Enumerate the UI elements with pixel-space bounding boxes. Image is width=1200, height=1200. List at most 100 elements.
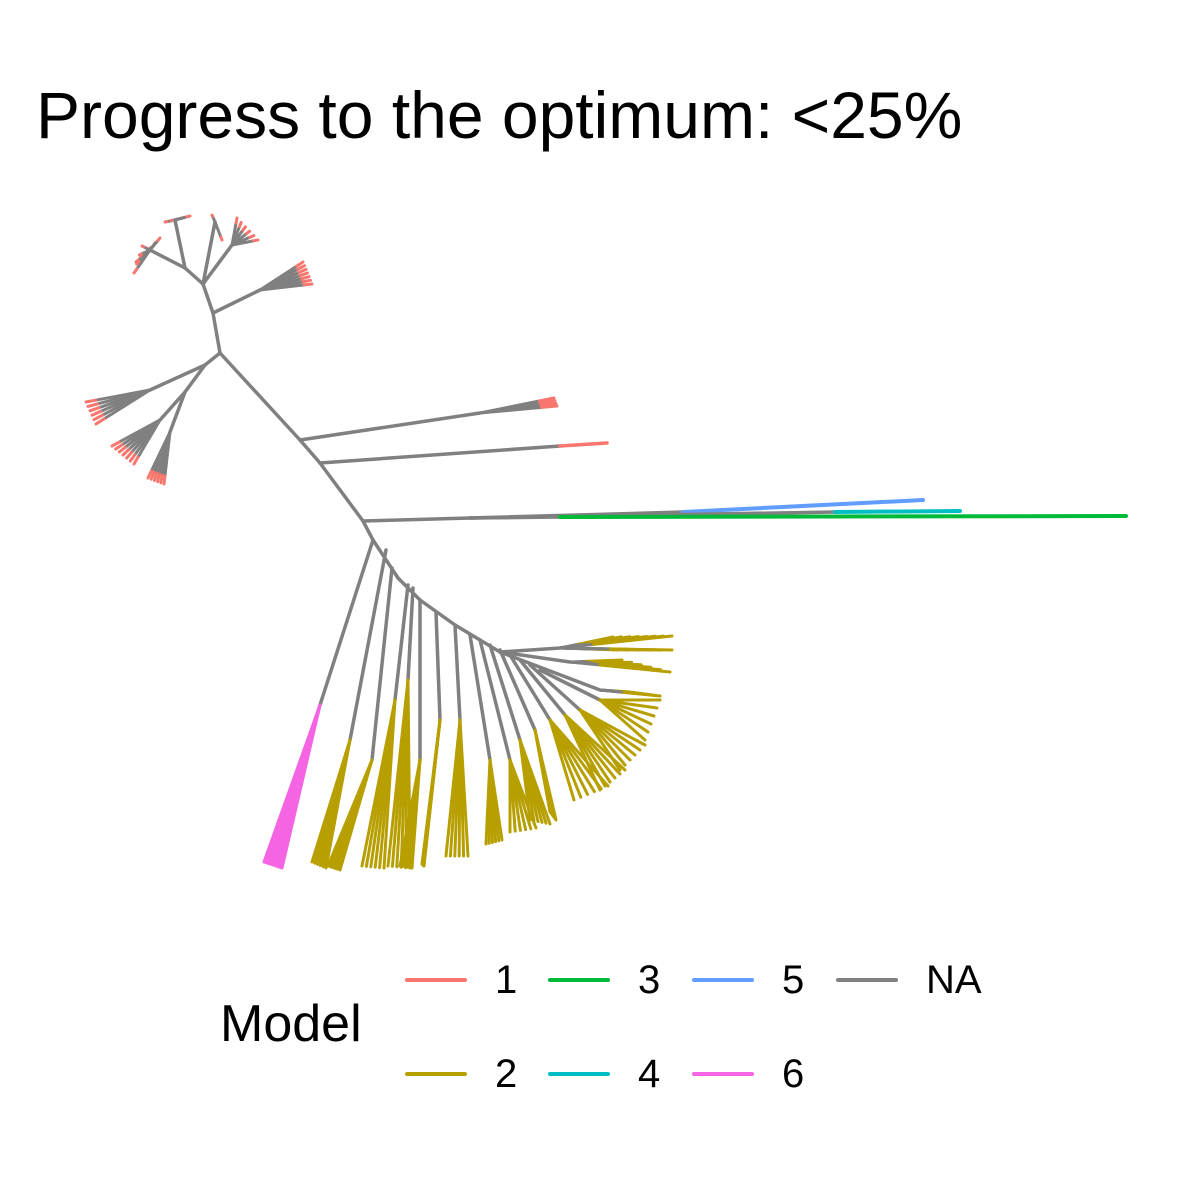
tree-branch [201,243,234,286]
tree-leaf [90,409,103,417]
tree-leaf [110,440,121,448]
tree-leaf [92,413,104,422]
tree-branch [361,519,375,542]
tree-leaf [296,264,306,271]
tree-branch [148,363,207,392]
tree-leaf [458,718,470,858]
tree-leaf [302,282,314,287]
tree-leaf [622,690,662,698]
legend-swatch [692,978,754,982]
tree-leaf [578,708,647,747]
tree-branch [508,653,552,722]
tree-leaf [298,271,309,278]
tree-leaf [156,236,162,242]
tree-branch [298,438,322,465]
phylogenetic-tree [84,213,1128,872]
legend-label: 1 [495,958,518,1002]
tree-branch [498,646,562,654]
tree-branch [318,461,365,523]
tree-leaf [149,470,156,481]
tree-branch [213,220,223,239]
tree-branch [598,688,626,694]
tree-branch [568,660,602,667]
tree-leaf [210,213,215,218]
tree-branch [148,248,187,270]
legend-swatch [836,978,898,982]
tree-branch [136,418,162,459]
tree-branch [538,668,602,702]
tree-branch [453,623,482,642]
tree-branch [478,405,544,415]
tree-branch [163,430,172,478]
tree-branch [168,390,187,434]
tree-branch [102,388,152,421]
tree-leaf [140,244,145,249]
tree-leaf [114,443,124,451]
legend-key-1: 1 [405,952,517,1008]
tree-leaf [94,417,106,426]
legend-label: 3 [638,958,661,1002]
legend-key-5: 5 [692,952,804,1008]
legend-label: 4 [638,1052,661,1096]
tree-leaf [297,267,308,274]
tree-leaf [518,738,552,826]
legend-swatch [548,978,610,982]
tree-leaf [117,445,127,454]
tree-leaf [338,758,374,872]
tree-leaf [159,473,164,485]
tree-leaf [508,758,538,830]
tree-branch [453,623,462,722]
tree-branch [478,638,512,762]
tree-branch [318,538,375,707]
tree-leaf [295,260,305,268]
tree-branch [158,390,187,422]
tree-leaf [280,703,322,870]
tree-leaf [488,758,504,842]
tree-leaf [537,396,556,403]
tree-leaf [128,453,137,463]
tree-leaf [382,698,397,870]
tree-leaf [152,471,159,482]
tree-branch [361,516,472,523]
legend-swatch [405,1072,467,1076]
legend-key-2: 2 [405,1046,517,1102]
tree-branch [468,633,492,762]
legend-swatch [405,978,467,982]
tree-branch [498,650,572,664]
tree-branch [183,266,205,286]
tree-branch [348,548,388,742]
tree-leaf [681,498,925,514]
tree-branch [230,239,255,247]
tree-branch [434,610,442,722]
tree-leaf [533,728,558,822]
tree-branch [183,363,207,394]
legend-swatch [692,1072,754,1076]
tree-branch [393,583,410,702]
tree-leaf [121,448,131,457]
tree-leaf [137,252,143,257]
tree-leaf [410,758,422,870]
tree-branch [173,215,189,222]
legend-label: NA [926,958,982,1002]
tree-branch [468,515,562,520]
tree-branch [488,643,522,742]
legend-title: Model [220,995,362,1053]
tree-leaf [558,514,1128,519]
tree-leaf [324,738,352,870]
tree-leaf [156,472,161,484]
legend-key-na: NA [836,952,982,1008]
tree-leaf [134,258,141,264]
tree-leaf [248,234,256,239]
tree-branch [218,351,302,442]
tree-branch [298,411,482,442]
tree-branch [370,566,394,762]
tree-leaf [539,401,558,407]
tree-leaf [241,225,247,232]
tree-leaf [558,441,609,448]
tree-leaf [219,235,224,242]
tree-leaf [125,450,134,460]
tree-branch [558,646,612,651]
tree-leaf [422,718,442,868]
legend-key-3: 3 [548,952,660,1008]
tree-branch [211,311,222,355]
